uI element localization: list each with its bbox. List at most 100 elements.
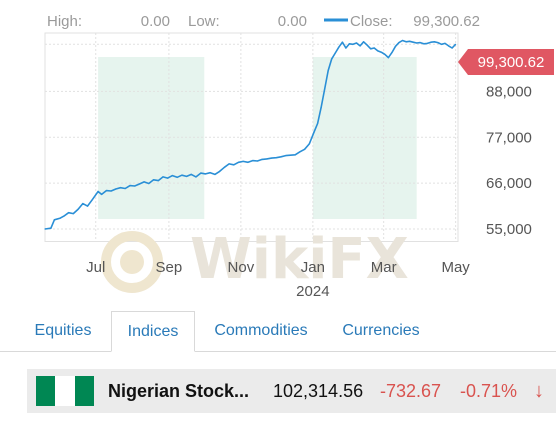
close-label: Close: (350, 13, 393, 30)
data-point (455, 43, 457, 45)
index-name[interactable]: Nigerian Stock... (108, 381, 250, 401)
data-point (228, 163, 230, 165)
data-point (348, 43, 350, 45)
last-price-badge: 99,300.62 (458, 49, 554, 75)
data-point (86, 205, 89, 207)
data-point (50, 227, 52, 229)
data-point (195, 176, 197, 178)
data-point (426, 42, 428, 45)
tab-commodities[interactable]: Commodities (214, 322, 308, 339)
data-point (233, 164, 235, 166)
data-point (304, 148, 306, 150)
data-point (423, 43, 425, 45)
data-point (341, 41, 343, 43)
data-point (324, 88, 326, 90)
data-point (209, 172, 211, 174)
data-point (334, 52, 336, 54)
data-point (77, 208, 79, 210)
data-point (214, 173, 216, 175)
y-tick-label: 66,000 (486, 175, 532, 192)
data-point (370, 48, 372, 50)
index-last-value: 102,314.56 (273, 381, 364, 401)
data-point (317, 122, 319, 125)
data-point (405, 41, 407, 43)
data-point (167, 177, 169, 179)
index-row[interactable]: Nigerian Stock... 102,314.56 -732.67 -0.… (27, 369, 556, 413)
x-tick-label: May (441, 259, 470, 276)
data-point (345, 47, 347, 49)
data-point (387, 57, 389, 59)
data-point (320, 107, 322, 109)
data-point (271, 157, 273, 159)
data-point (451, 47, 453, 49)
data-point (190, 173, 192, 175)
data-point (162, 176, 164, 178)
shaded-range-0 (98, 57, 205, 219)
watermark-logo-icon (101, 231, 163, 293)
data-point (373, 47, 375, 49)
data-point (68, 212, 70, 214)
tab-currencies[interactable]: Currencies (342, 322, 420, 339)
x-axis-ticks: Jul Sep Nov Jan 2024 Mar May (86, 259, 470, 300)
data-point (110, 190, 112, 192)
data-point (247, 161, 249, 163)
data-point (266, 158, 268, 160)
x-tick-label: Nov (228, 259, 255, 276)
data-point (171, 175, 173, 177)
data-point (430, 41, 432, 43)
data-point (124, 187, 126, 190)
last-price-badge-text: 99,300.62 (478, 54, 545, 71)
last-price-badge-shape (458, 49, 554, 75)
high-label: High: (47, 13, 82, 30)
tab-equities[interactable]: Equities (34, 322, 92, 339)
x-tick-label: Jan (301, 259, 325, 276)
index-change: -732.67 (380, 381, 442, 401)
data-point (280, 156, 282, 158)
data-point (200, 172, 202, 174)
price-chart: WikiFX 55,000 66,000 77,000 88,000 Jul Sep No… (44, 13, 554, 300)
x-tick-label: Jul (86, 259, 105, 276)
flag-stripe-middle (55, 376, 75, 406)
y-tick-label: 55,000 (486, 221, 532, 238)
high-value: 0.00 (141, 13, 170, 30)
data-point (242, 160, 244, 162)
data-point (308, 143, 310, 145)
data-point (237, 161, 240, 163)
low-value: 0.00 (278, 13, 307, 30)
data-point (176, 176, 178, 178)
data-point (138, 183, 140, 185)
close-value: 99,300.62 (413, 13, 480, 30)
y-axis-ticks: 55,000 66,000 77,000 88,000 (486, 83, 532, 238)
data-point (401, 39, 404, 42)
data-point (105, 190, 107, 192)
watermark: WikiFX (101, 227, 409, 293)
data-point (115, 188, 117, 190)
x-tick-label: Sep (156, 259, 183, 276)
data-point (352, 43, 354, 45)
data-point (275, 157, 277, 159)
data-point (416, 42, 418, 44)
data-point (97, 190, 99, 193)
data-point (394, 45, 397, 47)
data-point (119, 187, 122, 189)
data-point (219, 170, 221, 172)
data-point (285, 155, 287, 157)
x-tick-sublabel: 2024 (296, 283, 329, 300)
data-point (412, 41, 414, 43)
data-point (82, 203, 84, 205)
flag-stripe-left (36, 376, 56, 406)
data-point (359, 45, 361, 47)
data-point (44, 228, 46, 230)
data-point (204, 173, 207, 175)
data-point (186, 175, 188, 177)
y-tick-label: 77,000 (486, 129, 532, 146)
data-point (53, 219, 56, 221)
grid (44, 32, 459, 242)
data-point (313, 131, 315, 133)
data-point (143, 181, 145, 183)
data-point (409, 40, 411, 42)
shaded-ranges (98, 57, 417, 219)
data-point (437, 42, 439, 44)
tab-indices[interactable]: Indices (111, 311, 195, 352)
data-point (355, 42, 358, 44)
